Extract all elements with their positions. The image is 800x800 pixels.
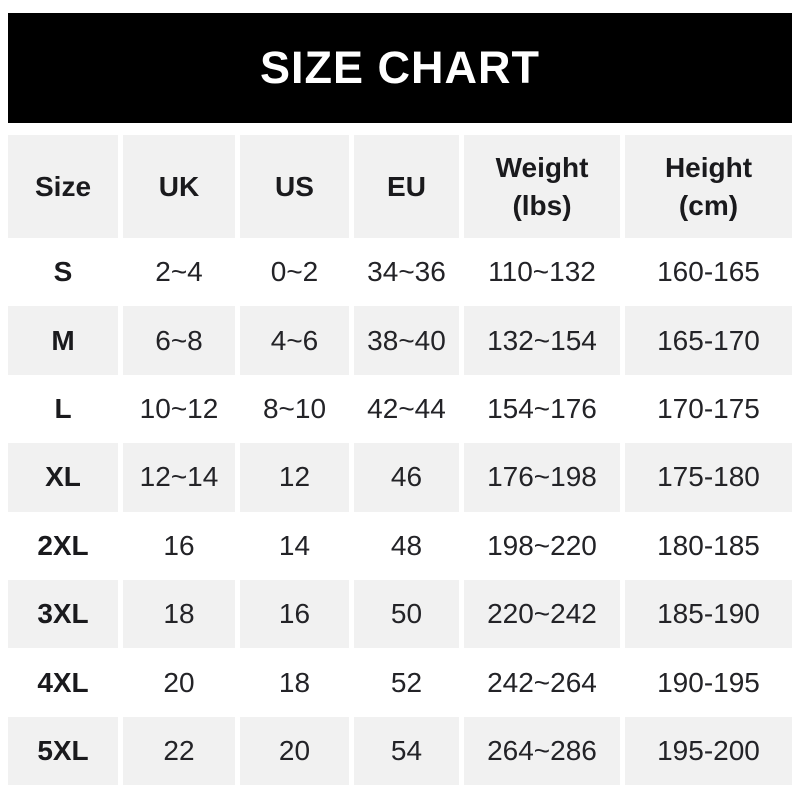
cell-eu: 34~36 (367, 256, 446, 288)
table-row-3xl: 3XL 18 16 50 220~242 185-190 (8, 579, 792, 649)
cell-us: 8~10 (262, 392, 327, 424)
page-title: SIZE CHART (260, 42, 540, 93)
cell-eu: 52 (390, 666, 423, 698)
cell-size: XL (8, 443, 118, 512)
cell-uk: 6~8 (123, 306, 235, 375)
cell-uk: 12~14 (123, 443, 235, 512)
table-row-s: S 2~4 0~2 34~36 110~132 160-165 (8, 238, 792, 306)
column-header-us: US (240, 135, 349, 238)
cell-eu: 54 (354, 716, 459, 786)
cell-us: 18 (278, 666, 311, 698)
cell-height: 170-175 (657, 392, 760, 424)
cell-height: 195-200 (625, 716, 792, 786)
table-row-l: L 10~12 8~10 42~44 154~176 170-175 (8, 375, 792, 443)
table-row-5xl: 5XL 22 20 54 264~286 195-200 (8, 716, 792, 786)
cell-size: M (8, 306, 118, 375)
cell-weight: 154~176 (487, 392, 597, 424)
cell-weight: 242~264 (487, 666, 597, 698)
cell-eu: 48 (390, 529, 423, 561)
cell-weight: 110~132 (488, 256, 596, 288)
cell-size: 2XL (37, 529, 89, 561)
cell-us: 4~6 (240, 306, 349, 375)
cell-size: 4XL (37, 666, 89, 698)
cell-eu: 46 (354, 443, 459, 512)
cell-height: 185-190 (625, 579, 792, 649)
column-header-eu: EU (354, 135, 459, 238)
cell-height: 180-185 (657, 529, 760, 561)
cell-uk: 22 (123, 716, 235, 786)
cell-weight: 220~242 (464, 579, 620, 649)
cell-weight: 132~154 (464, 306, 620, 375)
column-header-uk: UK (123, 135, 235, 238)
column-header-height: Height (cm) (625, 135, 792, 238)
cell-uk: 18 (123, 579, 235, 649)
cell-size: L (54, 392, 72, 424)
cell-height: 190-195 (657, 666, 760, 698)
column-header-weight: Weight (lbs) (464, 135, 620, 238)
column-header-size: Size (8, 135, 118, 238)
title-banner: SIZE CHART (8, 13, 792, 123)
size-chart-table: Size UK US EU Weight (lbs) Height (cm) S… (8, 135, 792, 786)
cell-eu: 42~44 (367, 392, 446, 424)
cell-height: 160-165 (657, 256, 760, 288)
cell-uk: 2~4 (155, 256, 203, 288)
cell-height: 175-180 (625, 443, 792, 512)
weight-header-lines: Weight (lbs) (495, 151, 589, 221)
height-header-lines: Height (cm) (664, 151, 753, 221)
table-header-row: Size UK US EU Weight (lbs) Height (cm) (8, 135, 792, 238)
cell-eu: 50 (354, 579, 459, 649)
cell-uk: 20 (163, 666, 195, 698)
table-row-m: M 6~8 4~6 38~40 132~154 165-170 (8, 306, 792, 375)
table-row-2xl: 2XL 16 14 48 198~220 180-185 (8, 512, 792, 580)
cell-uk: 16 (163, 529, 195, 561)
cell-weight: 264~286 (464, 716, 620, 786)
table-row-4xl: 4XL 20 18 52 242~264 190-195 (8, 648, 792, 716)
cell-us: 14 (278, 529, 311, 561)
cell-weight: 176~198 (464, 443, 620, 512)
cell-size: 3XL (8, 579, 118, 649)
cell-us: 12 (240, 443, 349, 512)
cell-us: 0~2 (270, 256, 319, 288)
cell-size: S (53, 256, 73, 288)
table-row-xl: XL 12~14 12 46 176~198 175-180 (8, 443, 792, 512)
cell-us: 20 (240, 716, 349, 786)
cell-size: 5XL (8, 716, 118, 786)
cell-height: 165-170 (625, 306, 792, 375)
cell-eu: 38~40 (354, 306, 459, 375)
cell-uk: 10~12 (139, 392, 219, 424)
cell-weight: 198~220 (487, 529, 597, 561)
cell-us: 16 (240, 579, 349, 649)
